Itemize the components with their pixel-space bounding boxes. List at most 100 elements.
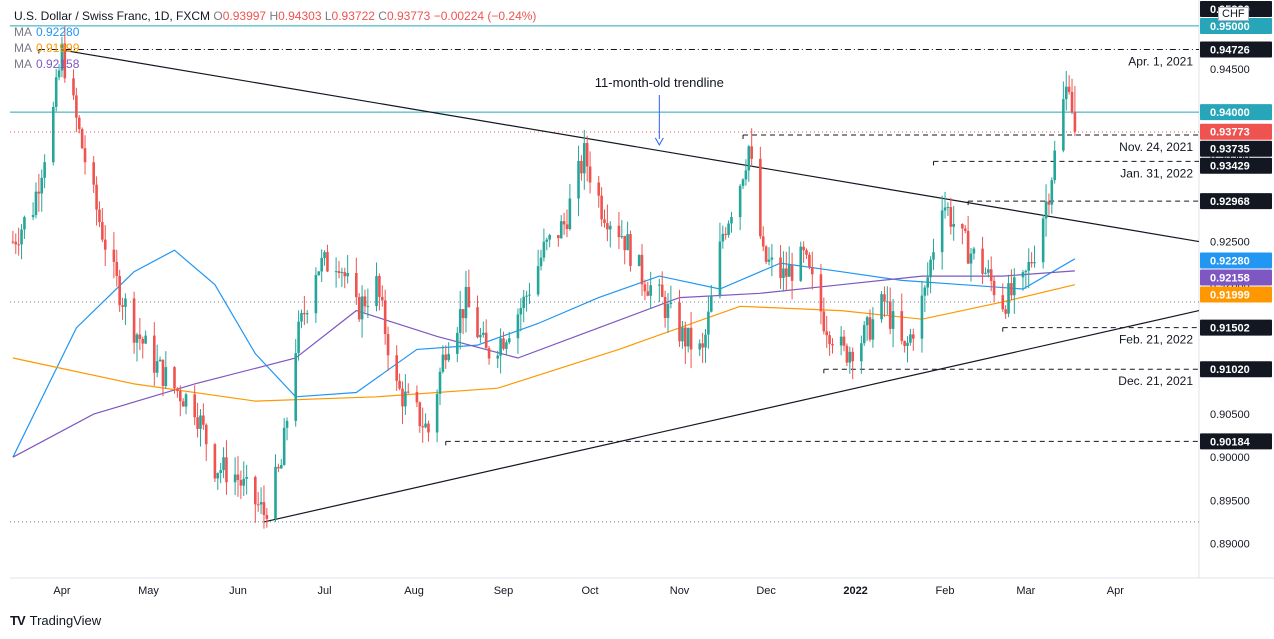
chart-legend: U.S. Dollar / Swiss Franc, 1D, FXCM O0.9… bbox=[14, 8, 536, 72]
candle-body bbox=[1064, 86, 1068, 100]
candle-body bbox=[124, 298, 127, 307]
candle-body bbox=[880, 294, 883, 320]
candle-body bbox=[920, 295, 924, 339]
candle-body bbox=[704, 334, 707, 348]
candle-body bbox=[698, 343, 702, 350]
candle-body bbox=[487, 348, 491, 359]
candle-body bbox=[141, 339, 145, 344]
candle-body bbox=[314, 274, 318, 314]
price-label-box bbox=[1200, 252, 1272, 269]
level-date-label: Jan. 31, 2022 bbox=[1120, 166, 1193, 180]
candle-body bbox=[54, 77, 58, 107]
candle-body bbox=[862, 325, 866, 344]
annotation-arrow-head bbox=[654, 137, 664, 146]
candle-body bbox=[222, 457, 225, 471]
candle-body bbox=[375, 275, 378, 307]
candle-body bbox=[519, 308, 523, 315]
candle-body bbox=[822, 311, 826, 332]
high-value: 0.94303 bbox=[278, 9, 322, 23]
candle-body bbox=[623, 236, 627, 251]
candle-body bbox=[135, 334, 139, 343]
price-tick-label: 0.89000 bbox=[1210, 538, 1250, 550]
candle-body bbox=[467, 287, 471, 308]
candle-body bbox=[842, 336, 846, 346]
candle-body bbox=[637, 254, 641, 266]
candle-body bbox=[1013, 277, 1016, 296]
candle-body bbox=[608, 225, 612, 230]
candle-body bbox=[1027, 262, 1031, 271]
candle-body bbox=[744, 170, 748, 180]
candle-body bbox=[565, 224, 569, 230]
candle-body bbox=[1010, 283, 1013, 296]
candle-body bbox=[380, 296, 384, 301]
candle-body bbox=[427, 423, 430, 433]
tradingview-branding[interactable]: TV TradingView bbox=[10, 613, 101, 628]
candle-body bbox=[949, 207, 953, 227]
ma-row-1[interactable]: MA 0.92280 bbox=[14, 24, 536, 40]
candle-body bbox=[386, 334, 390, 356]
candle-body bbox=[360, 296, 364, 320]
candle-body bbox=[1030, 262, 1033, 264]
candle-body bbox=[37, 191, 41, 194]
ma-row-2[interactable]: MA 0.91999 bbox=[14, 40, 536, 56]
candle-body bbox=[378, 275, 381, 297]
time-tick-label: May bbox=[138, 585, 159, 597]
candle-body bbox=[603, 219, 606, 224]
ma-value: 0.92280 bbox=[36, 25, 80, 39]
candle-body bbox=[966, 230, 970, 264]
candle-body bbox=[34, 191, 38, 216]
time-tick-label: Apr bbox=[53, 585, 70, 597]
price-label-box bbox=[1200, 140, 1272, 157]
candle-body bbox=[1007, 283, 1010, 314]
time-axis-ticks: Apr May Jun Jul Aug Sep Oct Nov Dec 2022 Feb Mar Apr bbox=[53, 585, 1124, 597]
candle-body bbox=[831, 344, 834, 346]
candle-body bbox=[138, 334, 142, 340]
candle-body bbox=[144, 335, 147, 344]
candle-body bbox=[357, 297, 361, 320]
time-tick-label: Oct bbox=[582, 585, 599, 597]
candle-body bbox=[323, 252, 326, 258]
price-label-box bbox=[1200, 104, 1272, 121]
currency-badge[interactable]: CHF bbox=[1218, 7, 1249, 21]
candle-body bbox=[860, 343, 863, 362]
candle-body bbox=[115, 261, 119, 276]
time-tick-label: Feb bbox=[936, 585, 955, 597]
candle-body bbox=[259, 502, 263, 505]
price-label-box bbox=[1200, 269, 1272, 286]
candle-body bbox=[940, 210, 944, 253]
candle-body bbox=[202, 415, 205, 425]
horizontal-lines bbox=[10, 25, 1199, 523]
candle-body bbox=[101, 222, 104, 240]
candle-body bbox=[1021, 272, 1025, 278]
trendline bbox=[263, 309, 1200, 523]
candle-body bbox=[17, 244, 20, 246]
candle-body bbox=[20, 229, 23, 245]
symbol-title[interactable]: U.S. Dollar / Swiss Franc, 1D, FXCM bbox=[14, 9, 211, 23]
candle-body bbox=[404, 391, 407, 407]
candle-body bbox=[1067, 86, 1071, 92]
candle-body bbox=[721, 233, 725, 242]
candle-body bbox=[60, 43, 64, 71]
candle-body bbox=[709, 296, 713, 312]
price-label-box bbox=[1200, 433, 1272, 450]
candle-body bbox=[767, 259, 771, 262]
candle-body bbox=[398, 380, 401, 389]
candle-body bbox=[701, 343, 704, 348]
candle-body bbox=[738, 185, 742, 218]
candle-body bbox=[1024, 270, 1028, 273]
candle-body bbox=[92, 162, 95, 185]
candle-body bbox=[643, 284, 647, 292]
candle-body bbox=[585, 143, 589, 167]
price-label-box bbox=[1200, 18, 1272, 34]
candle-body bbox=[741, 179, 745, 186]
ma-row-3[interactable]: MA 0.92158 bbox=[14, 56, 536, 72]
candle-body bbox=[787, 264, 791, 277]
candle-body bbox=[640, 254, 644, 285]
candle-body bbox=[98, 209, 101, 223]
price-tick-label: 0.90000 bbox=[1210, 452, 1250, 464]
ma-value: 0.92158 bbox=[36, 57, 80, 71]
candle-body bbox=[502, 338, 505, 349]
candle-body bbox=[666, 303, 670, 319]
